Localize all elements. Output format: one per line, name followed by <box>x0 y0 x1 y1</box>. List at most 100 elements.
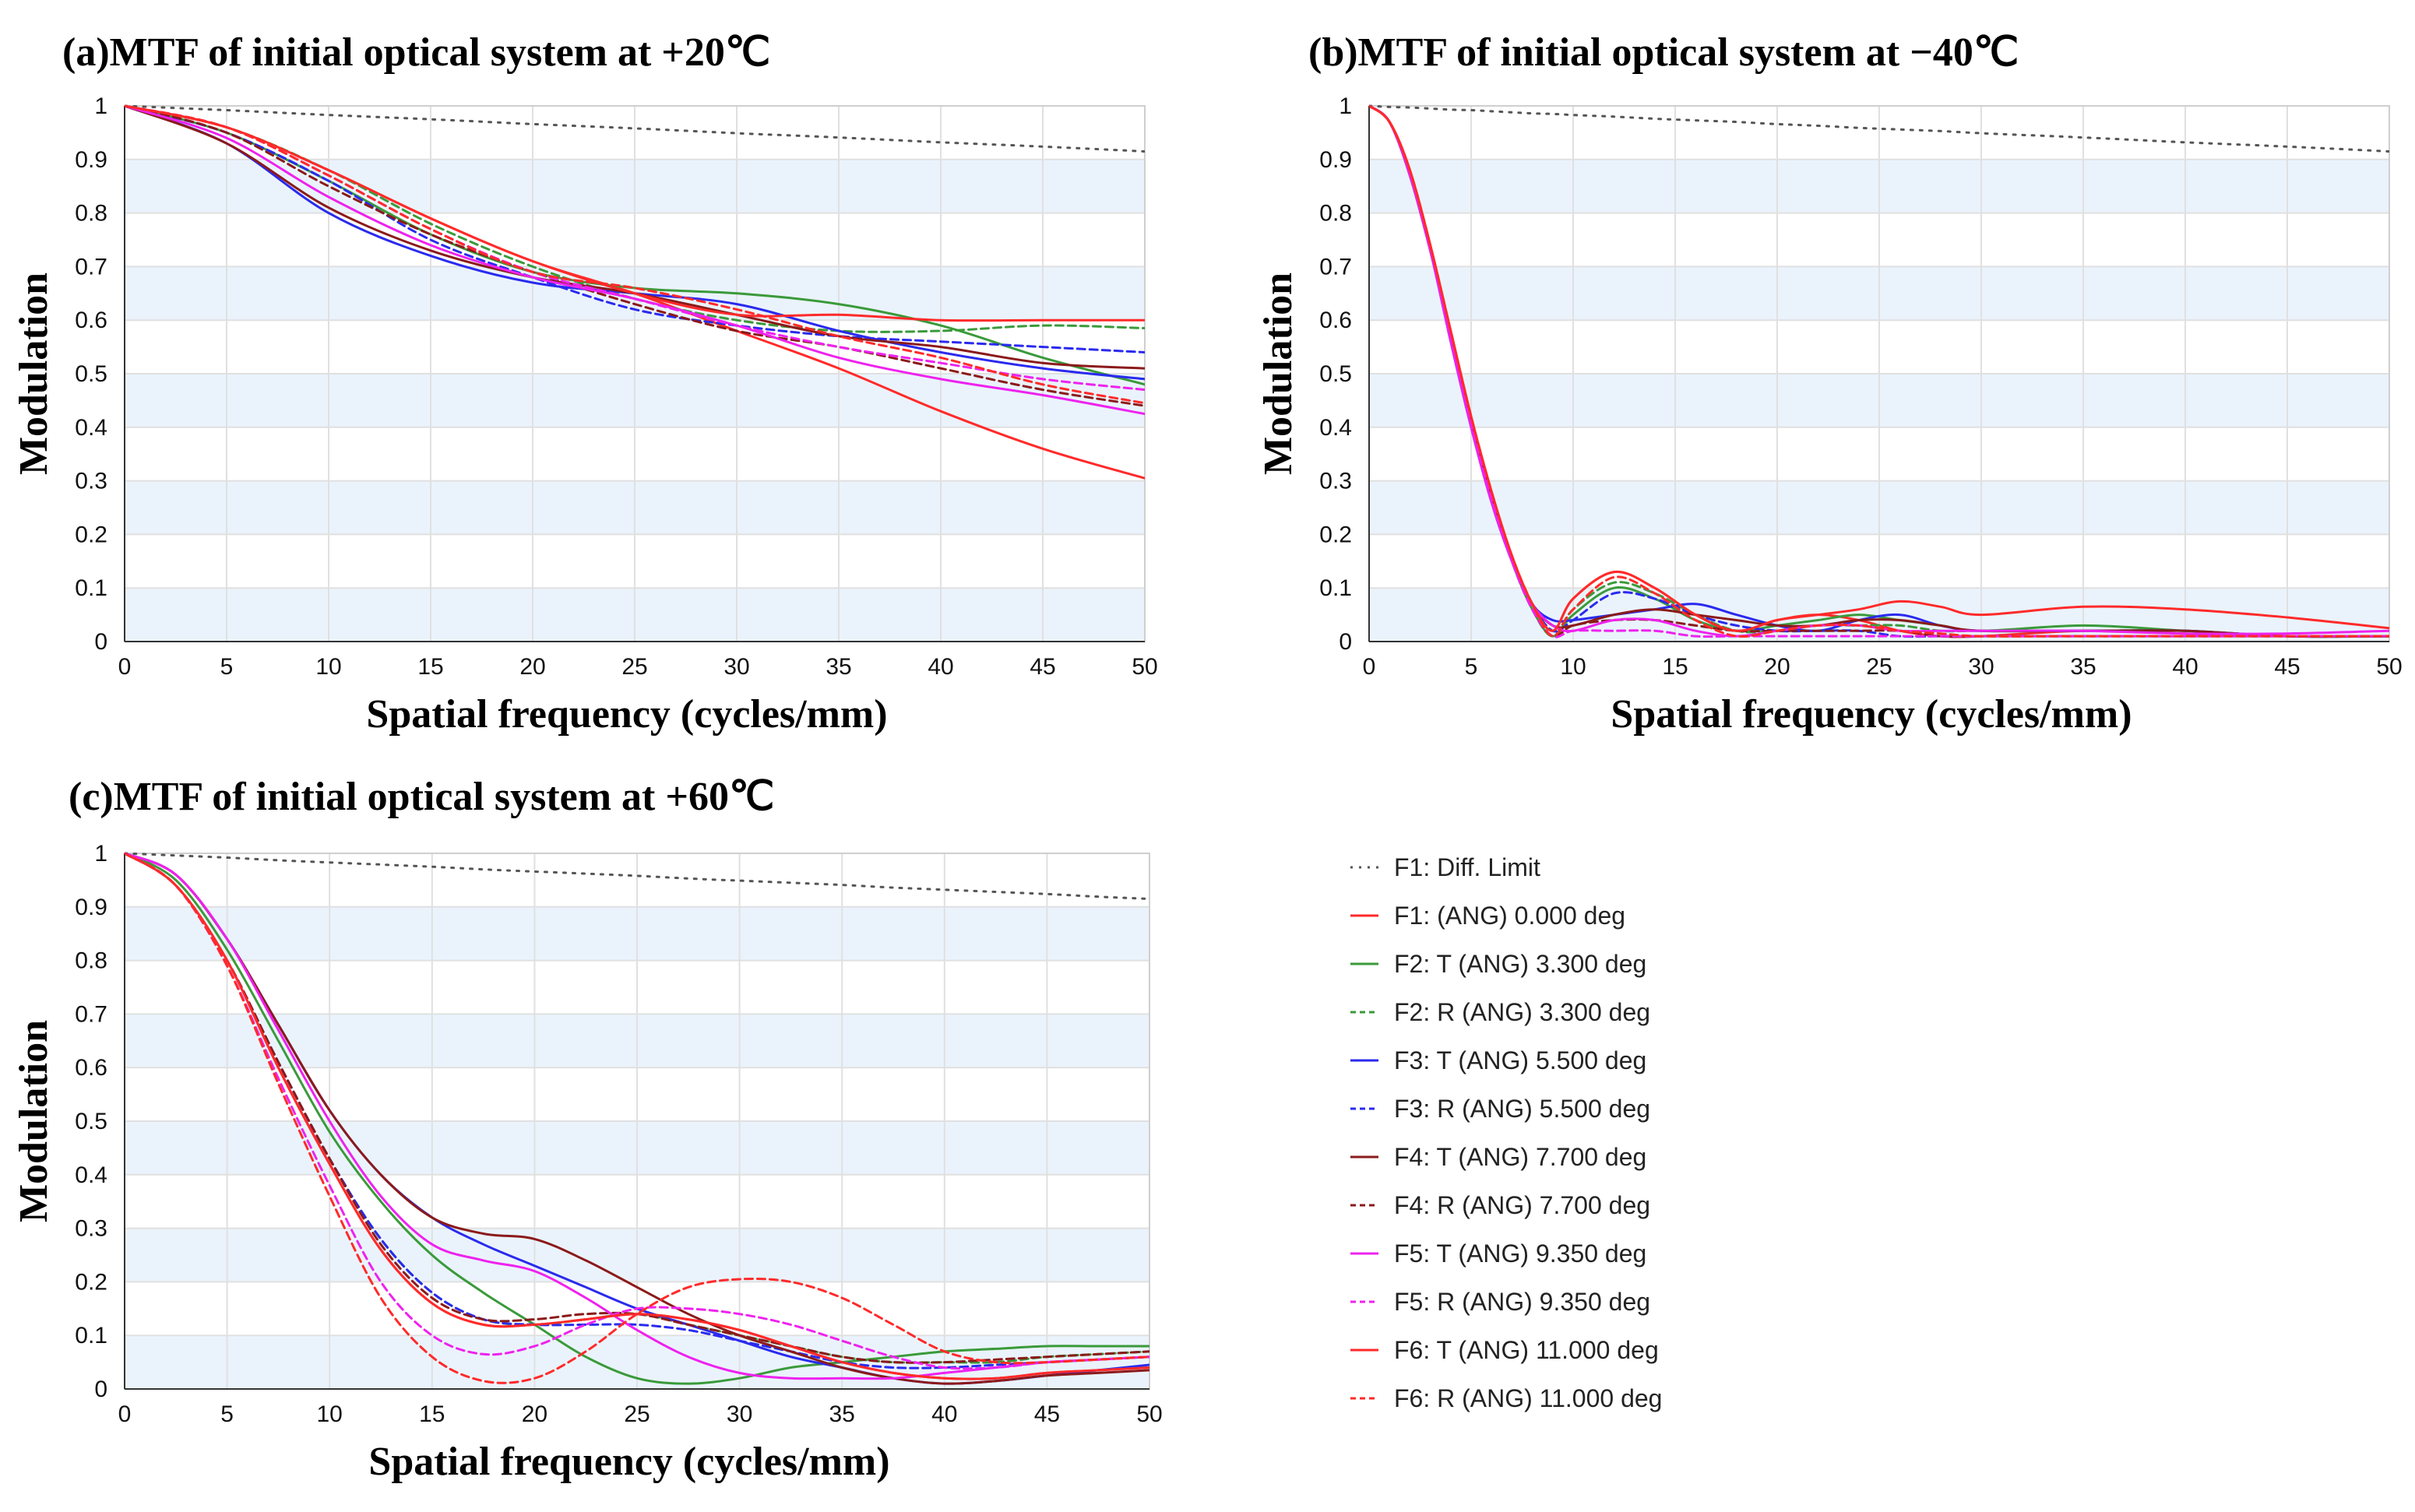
chart-c-series-line <box>125 852 1149 1370</box>
chart-a-x-tick-label: 45 <box>1030 654 1055 680</box>
legend-label: F4: R (ANG) 7.700 deg <box>1394 1191 1650 1219</box>
chart-a-y-axis-label: Modulation <box>12 273 56 475</box>
chart-c-y-tick-label: 0.6 <box>75 1055 107 1081</box>
chart-a-x-tick-label: 0 <box>118 654 132 680</box>
chart-b-x-tick-label: 0 <box>1363 654 1376 680</box>
chart-a-x-axis-label: Spatial frequency (cycles/mm) <box>366 692 887 737</box>
chart-c-x-axis-label: Spatial frequency (cycles/mm) <box>368 1440 889 1484</box>
chart-a-x-tick-label: 50 <box>1132 654 1157 680</box>
chart-b-series-line <box>1369 104 2389 153</box>
chart-b-x-tick-label: 45 <box>2274 654 2300 680</box>
chart-c-x-tick-label: 10 <box>317 1401 343 1427</box>
chart-b-y-tick-label: 0.3 <box>1319 469 1352 494</box>
chart-a-x-tick-label: 25 <box>621 654 647 680</box>
chart-b-title: (b)MTF of initial optical system at −40℃ <box>1308 30 2019 75</box>
chart-a-title: (a)MTF of initial optical system at +20℃ <box>62 30 770 75</box>
legend-label: F2: T (ANG) 3.300 deg <box>1394 950 1646 978</box>
chart-c-y-tick-label: 0.7 <box>75 1001 107 1027</box>
legend-label: F5: T (ANG) 9.350 deg <box>1394 1239 1646 1268</box>
chart-b-series-group <box>1369 104 2389 638</box>
chart-a-x-tick-label: 40 <box>928 654 953 680</box>
chart-c-series-line <box>125 852 1149 1384</box>
chart-b-y-tick-label: 0.5 <box>1319 361 1352 387</box>
chart-c-series-line <box>125 852 1149 1364</box>
chart-a-x-tick-label: 35 <box>826 654 851 680</box>
chart-b-x-tick-label: 25 <box>1866 654 1892 680</box>
chart-b-x-axis-label: Spatial frequency (cycles/mm) <box>1611 692 2132 737</box>
chart-c-series-group <box>125 852 1149 1385</box>
chart-a-series-line <box>125 104 1145 405</box>
chart-b-x-tick-label: 5 <box>1465 654 1478 680</box>
chart-b-y-tick-label: 0.4 <box>1319 415 1352 441</box>
chart-b-x-tick-label: 15 <box>1662 654 1688 680</box>
legend-label: F5: R (ANG) 9.350 deg <box>1394 1288 1650 1316</box>
legend: F1: Diff. Limit F1: (ANG) 0.000 deg F2: T … <box>1350 853 1662 1412</box>
chart-c-x-tick-label: 25 <box>624 1401 650 1427</box>
chart-c-y-tick-label: 0.5 <box>75 1109 107 1134</box>
chart-a: 0 5 10 15 20 25 30 35 40 45 50 0 0.1 0.2 0.3 0.4 0.5 0.6 0… <box>12 93 1158 737</box>
chart-a-y-tick-label: 1 <box>94 93 107 119</box>
chart-c-x-tick-label: 40 <box>931 1401 957 1427</box>
legend-label: F1: (ANG) 0.000 deg <box>1394 902 1625 930</box>
legend-label: F1: Diff. Limit <box>1394 853 1540 881</box>
chart-b-x-tick-label: 35 <box>2070 654 2096 680</box>
chart-b-x-tick-label: 20 <box>1764 654 1790 680</box>
chart-b-y-tick-label: 0.6 <box>1319 308 1352 333</box>
chart-c-y-tick-label: 0.4 <box>75 1162 107 1188</box>
chart-b-y-tick-label: 0.2 <box>1319 522 1352 547</box>
chart-b-y-axis-label: Modulation <box>1256 273 1301 475</box>
chart-c-series-line <box>125 852 1149 1385</box>
chart-b-y-tick-label: 0.9 <box>1319 147 1352 173</box>
chart-c-y-tick-label: 0.1 <box>75 1323 107 1348</box>
chart-c-y-tick-label: 0.2 <box>75 1269 107 1295</box>
chart-c-y-tick-label: 0 <box>94 1377 107 1402</box>
chart-b-series-line <box>1369 104 2389 638</box>
chart-a-y-tick-label: 0 <box>94 629 107 655</box>
chart-a-x-tick-label: 5 <box>220 654 234 680</box>
chart-b-x-tick-label: 10 <box>1560 654 1586 680</box>
chart-a-x-tick-label: 15 <box>417 654 443 680</box>
chart-c-x-tick-label: 5 <box>220 1401 234 1427</box>
chart-c-y-axis-label: Modulation <box>12 1020 56 1222</box>
chart-c-x-tick-label: 35 <box>829 1401 855 1427</box>
legend-label: F2: R (ANG) 3.300 deg <box>1394 998 1650 1026</box>
chart-a-y-tick-label: 0.9 <box>75 147 107 173</box>
chart-b-series-line <box>1369 104 2389 638</box>
chart-b-x-tick-label: 50 <box>2376 654 2402 680</box>
chart-b-x-tick-label: 30 <box>1968 654 1994 680</box>
chart-c-x-tick-label: 30 <box>727 1401 752 1427</box>
chart-a-y-tick-label: 0.8 <box>75 201 107 227</box>
chart-c: 0 5 10 15 20 25 30 35 40 45 50 0 0.1 0.2 0.3 0.4 0.5 0.6 0… <box>12 841 1163 1484</box>
chart-c-series-line <box>125 852 1149 1380</box>
chart-c-series-line <box>125 852 1149 1385</box>
chart-a-series-line <box>125 104 1145 322</box>
legend-label: F6: R (ANG) 11.000 deg <box>1394 1384 1662 1412</box>
chart-a-y-tick-label: 0.1 <box>75 575 107 601</box>
chart-a-y-tick-label: 0.6 <box>75 308 107 333</box>
chart-b-x-tick-label: 40 <box>2172 654 2198 680</box>
chart-a-y-tick-label: 0.3 <box>75 469 107 494</box>
chart-a-y-tick-label: 0.7 <box>75 254 107 280</box>
chart-a-x-tick-label: 20 <box>519 654 545 680</box>
chart-c-y-tick-label: 0.3 <box>75 1216 107 1242</box>
chart-c-x-tick-label: 50 <box>1136 1401 1162 1427</box>
chart-c-y-tick-label: 0.8 <box>75 948 107 974</box>
chart-b-y-tick-label: 0.7 <box>1319 254 1352 280</box>
chart-c-y-tick-label: 1 <box>94 841 107 867</box>
chart-a-series-line <box>125 104 1145 353</box>
chart-c-x-tick-label: 0 <box>118 1401 132 1427</box>
legend-label: F4: T (ANG) 7.700 deg <box>1394 1143 1646 1171</box>
chart-c-x-tick-label: 45 <box>1034 1401 1060 1427</box>
chart-a-x-tick-label: 30 <box>723 654 749 680</box>
chart-a-y-tick-label: 0.5 <box>75 361 107 387</box>
chart-b-y-tick-label: 0.8 <box>1319 201 1352 227</box>
chart-c-x-tick-label: 15 <box>419 1401 445 1427</box>
chart-c-y-tick-label: 0.9 <box>75 895 107 920</box>
chart-c-title: (c)MTF of initial optical system at +60℃ <box>69 775 774 819</box>
chart-c-x-tick-label: 20 <box>522 1401 547 1427</box>
chart-c-series-line <box>125 852 1149 1380</box>
legend-label: F6: T (ANG) 11.000 deg <box>1394 1336 1659 1364</box>
chart-b-y-tick-label: 0 <box>1339 629 1352 655</box>
legend-label: F3: R (ANG) 5.500 deg <box>1394 1095 1650 1123</box>
